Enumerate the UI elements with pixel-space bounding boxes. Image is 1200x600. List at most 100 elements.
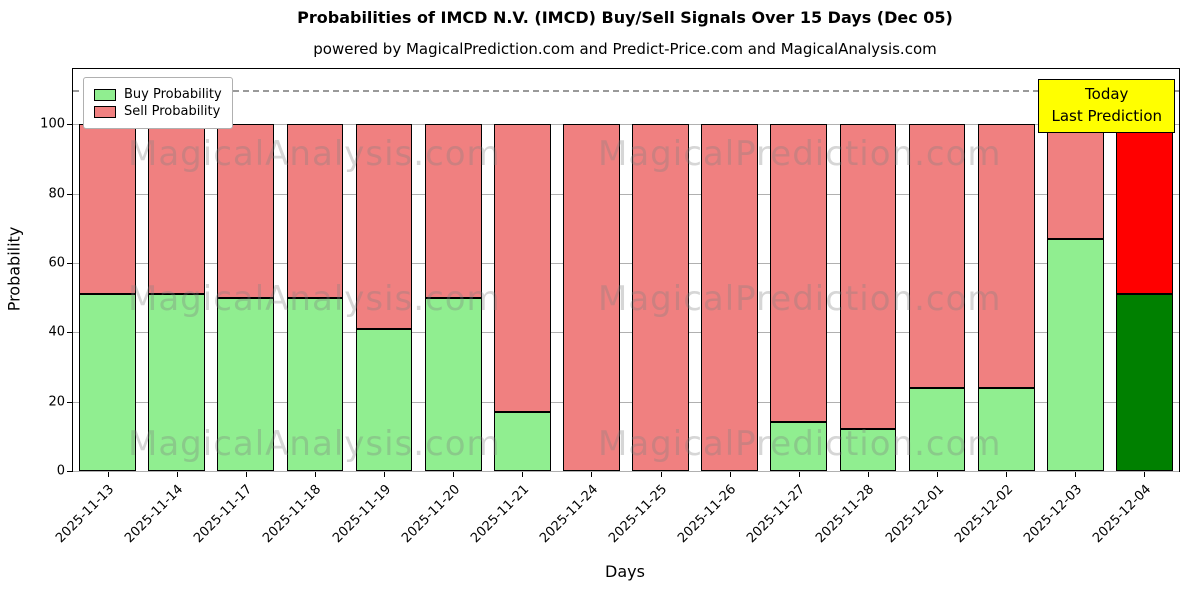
- x-tick-mark: [245, 472, 247, 477]
- bar-sell-segment: [217, 124, 275, 298]
- bar-sell-segment: [1046, 124, 1104, 239]
- x-tick-mark: [798, 472, 800, 477]
- x-tick-mark: [107, 472, 109, 477]
- bar-sell-segment: [701, 124, 759, 471]
- bar-buy-segment: [355, 328, 413, 471]
- buy-legend-label: Buy Probability: [124, 87, 222, 102]
- x-tick-label: 2025-11-20: [398, 482, 463, 547]
- bar-buy-segment: [286, 297, 344, 471]
- y-tick-mark: [67, 332, 72, 334]
- bar-sell-segment: [355, 124, 413, 329]
- bar-buy-segment: [977, 387, 1035, 471]
- x-tick-mark: [729, 472, 731, 477]
- y-tick-mark: [67, 124, 72, 126]
- bar-sell-segment: [977, 124, 1035, 388]
- watermark-text: MagicalAnalysis.com: [128, 134, 501, 174]
- watermark-text: MagicalAnalysis.com: [128, 424, 501, 464]
- chart-title: Probabilities of IMCD N.V. (IMCD) Buy/Se…: [297, 8, 953, 27]
- x-tick-label: 2025-11-17: [191, 482, 256, 547]
- gridline: [73, 193, 1179, 195]
- y-tick-label: 80: [48, 186, 65, 202]
- x-tick-label: 2025-11-18: [260, 482, 325, 547]
- bar-buy-segment: [217, 297, 275, 471]
- x-tick-label: 2025-12-03: [1020, 482, 1085, 547]
- x-tick-mark: [453, 472, 455, 477]
- gridline: [73, 124, 1179, 126]
- x-tick-mark: [314, 472, 316, 477]
- y-tick-label: 40: [48, 324, 65, 340]
- bar-sell-segment: [908, 124, 966, 388]
- bar-buy-segment: [148, 294, 206, 471]
- bar-sell-segment: [563, 124, 620, 471]
- x-tick-mark: [384, 472, 386, 477]
- x-tick-label: 2025-11-27: [744, 482, 809, 547]
- bar-buy-segment: [79, 294, 136, 471]
- x-tick-mark: [176, 472, 178, 477]
- x-tick-label: 2025-11-24: [537, 482, 602, 547]
- bar-sell-segment: [493, 124, 551, 413]
- bar-buy-segment: [908, 387, 966, 471]
- bar-buy-segment: [493, 412, 551, 471]
- y-tick-mark: [67, 193, 72, 195]
- x-tick-label: 2025-11-13: [53, 482, 118, 547]
- bar-sell-segment: [770, 124, 828, 423]
- bar-sell-segment: [1116, 124, 1173, 295]
- bar-buy-segment: [770, 422, 828, 471]
- today-annotation-line1: Today: [1085, 85, 1129, 103]
- y-axis-label: Probability: [4, 226, 24, 312]
- legend-item-buy: Buy Probability: [94, 87, 222, 102]
- x-tick-mark: [867, 472, 869, 477]
- bar-sell-segment: [79, 124, 136, 295]
- x-axis-label: Days: [605, 562, 645, 581]
- legend-item-sell: Sell Probability: [94, 104, 222, 119]
- bar-sell-segment: [839, 124, 897, 430]
- x-tick-mark: [591, 472, 593, 477]
- bar-sell-segment: [286, 124, 344, 298]
- gridline: [73, 263, 1179, 265]
- bar-buy-segment: [424, 297, 482, 471]
- watermark-text: MagicalPrediction.com: [598, 134, 1002, 174]
- y-tick-mark: [67, 263, 72, 265]
- x-tick-label: 2025-11-19: [329, 482, 394, 547]
- x-tick-label: 2025-12-04: [1090, 482, 1155, 547]
- x-tick-mark: [660, 472, 662, 477]
- bar-buy-segment: [1116, 294, 1173, 471]
- dashed-threshold-line: [73, 89, 1179, 92]
- gridline: [73, 401, 1179, 403]
- x-tick-mark: [1144, 472, 1146, 477]
- legend: Buy Probability Sell Probability: [83, 77, 233, 129]
- sell-legend-label: Sell Probability: [124, 104, 221, 119]
- x-tick-mark: [522, 472, 524, 477]
- gridline: [73, 471, 1179, 472]
- bar-sell-segment: [148, 124, 206, 295]
- y-tick-label: 100: [40, 116, 65, 132]
- today-annotation-line2: Last Prediction: [1051, 106, 1162, 125]
- chart-subtitle: powered by MagicalPrediction.com and Pre…: [313, 40, 937, 58]
- today-annotation: Today Last Prediction: [1038, 79, 1175, 133]
- bar-buy-segment: [839, 429, 897, 471]
- x-tick-label: 2025-11-26: [675, 482, 740, 547]
- watermark-text: MagicalPrediction.com: [598, 279, 1002, 319]
- x-tick-mark: [937, 472, 939, 477]
- y-tick-label: 20: [48, 394, 65, 410]
- plot-area: Buy Probability Sell Probability Today L…: [40, 68, 1180, 479]
- bar-sell-segment: [424, 124, 482, 298]
- buy-swatch-icon: [94, 88, 116, 101]
- watermark-text: MagicalAnalysis.com: [128, 279, 501, 319]
- x-tick-label: 2025-11-25: [606, 482, 671, 547]
- x-tick-mark: [1006, 472, 1008, 477]
- y-tick-mark: [67, 471, 72, 472]
- x-tick-label: 2025-11-14: [122, 482, 187, 547]
- watermark-text: MagicalPrediction.com: [598, 424, 1002, 464]
- x-tick-label: 2025-11-28: [813, 482, 878, 547]
- bar-sell-segment: [632, 124, 689, 471]
- x-tick-mark: [1075, 472, 1077, 477]
- y-tick-label: 60: [48, 255, 65, 271]
- y-tick-label: 0: [56, 463, 65, 479]
- y-tick-mark: [67, 401, 72, 403]
- sell-swatch-icon: [94, 105, 116, 118]
- x-tick-label: 2025-12-02: [951, 482, 1016, 547]
- bar-buy-segment: [1046, 238, 1104, 471]
- x-tick-label: 2025-11-21: [467, 482, 532, 547]
